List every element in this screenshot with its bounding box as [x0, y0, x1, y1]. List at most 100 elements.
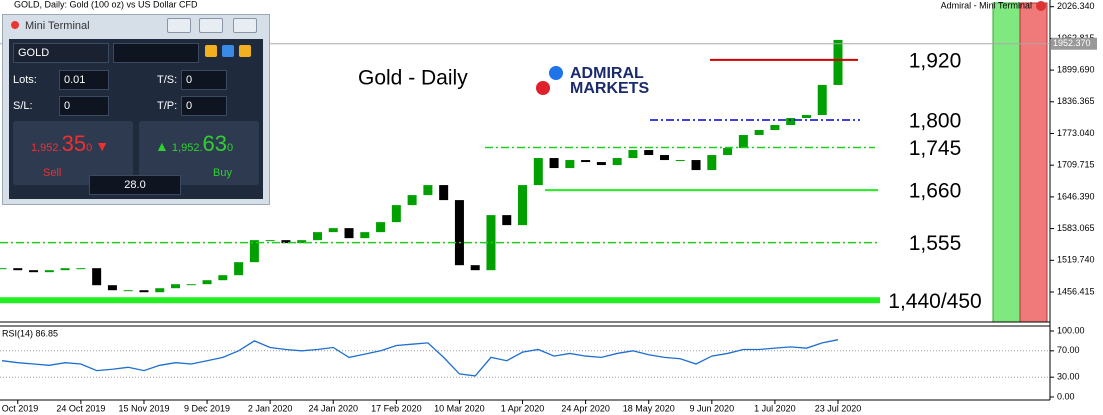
y-tick-label: 70.00: [1057, 345, 1080, 355]
chart-title: Gold - Daily: [358, 67, 468, 90]
buy-label: Buy: [213, 167, 232, 179]
candle: [502, 215, 512, 226]
buy-column[interactable]: [992, 2, 1021, 323]
candle: [565, 160, 575, 169]
x-tick-label: 10 Mar 2020: [434, 403, 485, 413]
maximize-button[interactable]: [199, 18, 223, 33]
current-price-box: [1051, 37, 1097, 50]
x-tick-label: Oct 2019: [2, 403, 39, 413]
mini-terminal: Mini Terminal GOLD Lots: 0.01 T/S: 0 S/L…: [2, 14, 270, 205]
candle: [29, 270, 39, 273]
candle: [265, 240, 275, 242]
y-tick-label: 1646.390: [1057, 191, 1095, 201]
level-label: 1,660: [909, 180, 962, 203]
candle: [628, 150, 638, 159]
candle: [533, 158, 543, 186]
settings-button[interactable]: [222, 45, 234, 57]
x-tick-label: 9 Dec 2019: [184, 403, 230, 413]
x-tick-label: 23 Jul 2020: [815, 403, 862, 413]
candle: [376, 222, 386, 233]
terminal-icon[interactable]: [1036, 1, 1046, 11]
symbol-dropdown[interactable]: GOLD: [13, 43, 109, 63]
label: T/S:: [157, 74, 178, 86]
candle: [423, 185, 433, 196]
panel: GOLD Lots: 0.01 T/S: 0 S/L: 0 T/P: 0 1,9…: [9, 39, 263, 199]
candle: [123, 290, 133, 292]
x-tick-label: 2 Jan 2020: [248, 403, 293, 413]
candle: [470, 265, 480, 271]
candle: [155, 288, 165, 293]
level-label: 1,440/450: [888, 290, 981, 313]
icon: [11, 21, 19, 29]
candle: [549, 158, 559, 169]
sell-price: 1,952.350 ▼: [31, 131, 110, 156]
candle: [817, 84, 827, 115]
candle: [202, 280, 212, 285]
lots-input[interactable]: 0.01: [59, 70, 109, 90]
logo-dot: [549, 66, 563, 80]
candle: [454, 200, 464, 266]
label: S/L:: [13, 100, 33, 112]
candle: [675, 160, 685, 162]
candle: [754, 130, 764, 136]
y-tick-label: 1456.415: [1057, 286, 1095, 296]
candle: [360, 232, 370, 239]
candle: [391, 205, 401, 223]
volume: 28.0: [124, 179, 146, 191]
sell-button[interactable]: 1,952.350 ▼ Sell: [13, 121, 133, 185]
candle: [60, 268, 70, 271]
sl-input[interactable]: 0: [59, 96, 109, 116]
x-tick-label: 15 Nov 2019: [118, 403, 169, 413]
logo-text: MARKETS: [570, 80, 649, 97]
buy-button[interactable]: ▲ 1,952.630 Buy: [139, 121, 259, 185]
tp-input[interactable]: 0: [181, 96, 227, 116]
window-title: Mini Terminal: [25, 20, 90, 32]
price-main: 1,952.: [171, 142, 203, 154]
level-label: 1,555: [909, 232, 962, 255]
x-tick-label: 24 Oct 2019: [56, 403, 105, 413]
candle: [297, 240, 307, 244]
level-label: 1,920: [909, 49, 962, 72]
x-tick-label: 17 Feb 2020: [371, 403, 422, 413]
candle: [707, 155, 717, 171]
price-big: 35: [61, 131, 87, 156]
candle: [439, 185, 449, 201]
candle: [407, 195, 417, 206]
volume-input[interactable]: 28.0: [89, 175, 181, 195]
x-tick-label: 24 Jan 2020: [308, 403, 358, 413]
logo-dot: [536, 81, 550, 95]
label: Lots:: [13, 74, 37, 86]
candle: [44, 270, 54, 273]
symbol-title: GOLD, Daily: Gold (100 oz) vs US Dollar …: [14, 0, 198, 9]
sell-column[interactable]: [1019, 2, 1048, 323]
y-tick-label: 1583.065: [1057, 223, 1095, 233]
minimize-button[interactable]: [167, 18, 191, 33]
candle: [659, 155, 669, 161]
value: 0: [186, 100, 193, 112]
candle: [0, 268, 7, 270]
y-tick-label: 1899.690: [1057, 64, 1095, 74]
candle: [770, 125, 780, 131]
candle: [612, 158, 622, 166]
field: [113, 43, 199, 63]
level-label: 1,745: [909, 137, 962, 160]
candle: [171, 284, 181, 289]
rsi-title: RSI(14) 86.85: [2, 328, 58, 338]
y-tick-label: 1836.365: [1057, 96, 1095, 106]
candle: [833, 39, 843, 85]
candle: [691, 160, 701, 171]
icon-button[interactable]: [205, 45, 217, 57]
icon-button[interactable]: [239, 45, 251, 57]
level-label: 1,800: [909, 110, 962, 133]
ts-input[interactable]: 0: [181, 70, 227, 90]
y-tick-label: 100.00: [1057, 325, 1085, 335]
value: 0.01: [64, 74, 86, 86]
candle: [312, 232, 322, 241]
candle: [723, 148, 733, 156]
buy-price: ▲ 1,952.630: [155, 131, 234, 156]
price-small: 0: [227, 142, 234, 154]
close-button[interactable]: [233, 18, 257, 33]
x-tick-label: 1 Jul 2020: [754, 403, 796, 413]
x-tick-label: 1 Apr 2020: [501, 403, 545, 413]
